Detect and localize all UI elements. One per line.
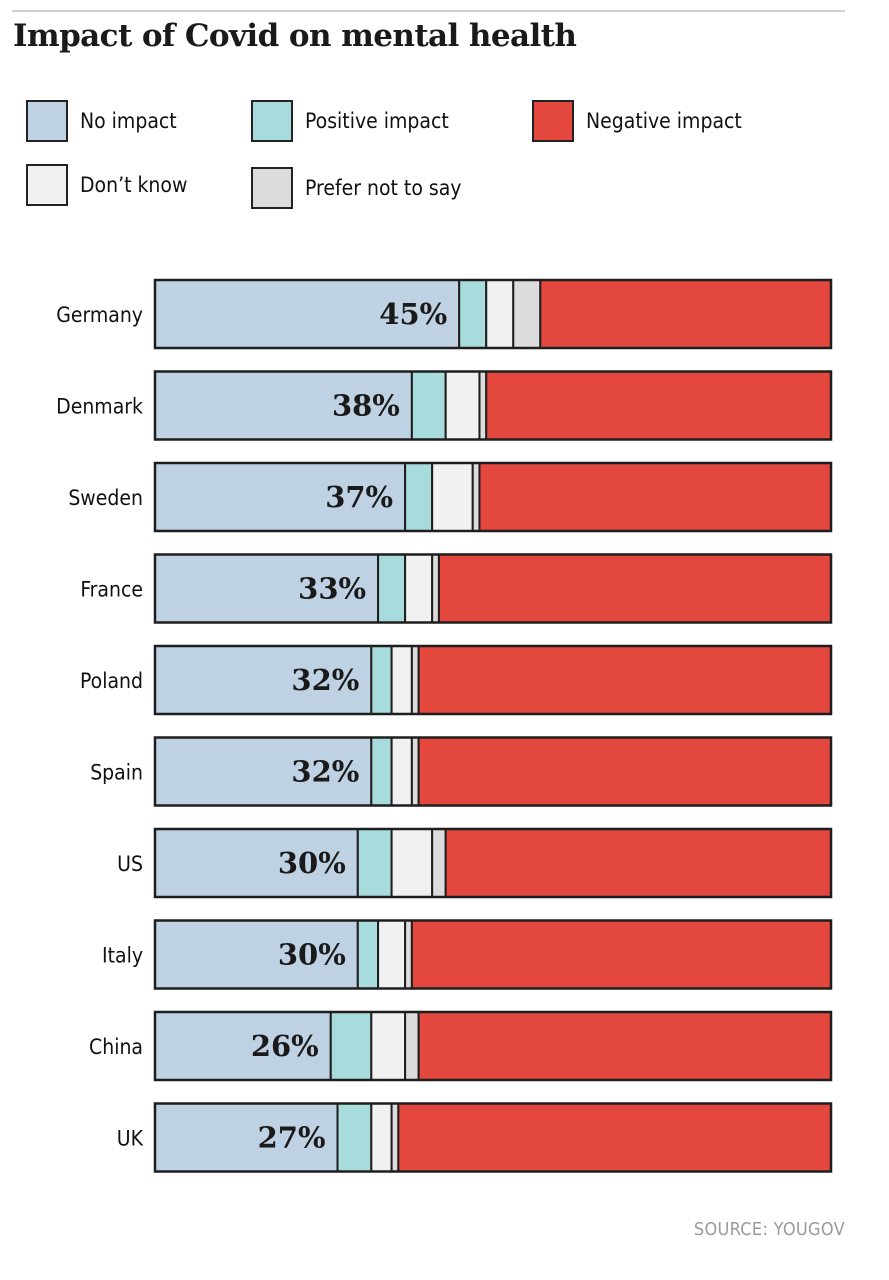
category-label-us: US — [117, 852, 143, 876]
bar-outline-italy — [153, 919, 833, 990]
bar-segment-sweden-no-impact — [154, 462, 407, 532]
bar-segment-spain-negative-impact — [417, 736, 832, 807]
category-label-denmark: Denmark — [56, 395, 143, 419]
category-label-poland: Poland — [80, 669, 143, 693]
bar-segment-france-positive-impact — [377, 553, 407, 624]
data-label-china: 26% — [251, 1029, 319, 1063]
category-label-sweden: Sweden — [68, 486, 143, 510]
source-note: SOURCE: YOUGOV — [693, 1219, 845, 1240]
bar-segment-uk-prefer-not-to-say — [390, 1102, 400, 1173]
bar-segment-italy-prefer-not-to-say — [404, 919, 413, 990]
chart-title: Impact of Covid on mental health — [13, 18, 577, 54]
bar-segment-china-don-t-know — [370, 1011, 407, 1081]
bar-segment-us-no-impact — [154, 828, 359, 898]
bar-segment-poland-no-impact — [154, 645, 373, 715]
bar-segment-spain-don-t-know — [390, 736, 413, 807]
bar-outline-us — [153, 827, 833, 899]
bar-segment-poland-prefer-not-to-say — [410, 645, 420, 715]
bar-segment-uk-positive-impact — [336, 1102, 373, 1173]
legend-item-positive-impact: Positive impact — [251, 100, 449, 142]
category-label-china: China — [89, 1035, 143, 1059]
legend-swatch-no-impact — [26, 100, 68, 142]
bar-segment-sweden-prefer-not-to-say — [471, 462, 481, 532]
bar-segment-italy-don-t-know — [377, 919, 407, 990]
bar-segment-us-prefer-not-to-say — [431, 828, 447, 898]
bar-segment-uk-don-t-know — [370, 1102, 393, 1173]
bar-segment-denmark-negative-impact — [485, 370, 832, 441]
bar-outline-china — [153, 1010, 833, 1082]
legend-item-no-impact: No impact — [26, 100, 177, 142]
data-label-sweden: 37% — [325, 480, 393, 514]
data-label-spain: 32% — [291, 755, 359, 789]
bar-segment-denmark-no-impact — [154, 370, 413, 441]
bar-segment-china-prefer-not-to-say — [404, 1011, 420, 1081]
legend-label-negative-impact: Negative impact — [586, 109, 742, 133]
bar-segment-germany-negative-impact — [539, 279, 832, 349]
bar-outline-uk — [153, 1102, 833, 1173]
bar-outline-spain — [153, 736, 833, 807]
data-label-germany: 45% — [379, 297, 447, 331]
legend-label-no-impact: No impact — [80, 109, 177, 133]
category-label-france: France — [80, 578, 143, 602]
bar-segment-denmark-positive-impact — [410, 370, 447, 441]
bar-outline-denmark — [153, 370, 833, 441]
bar-segment-sweden-negative-impact — [478, 462, 832, 532]
legend-item-negative-impact: Negative impact — [532, 100, 742, 142]
bar-segment-germany-positive-impact — [458, 279, 488, 349]
bar-segment-us-positive-impact — [356, 828, 393, 898]
legend-swatch-prefer-not-to-say — [251, 167, 293, 209]
bar-outline-germany — [153, 278, 833, 350]
bar-segment-france-negative-impact — [437, 553, 832, 624]
data-label-us: 30% — [278, 846, 346, 880]
legend-label-prefer-not-to-say: Prefer not to say — [305, 176, 462, 200]
data-label-italy: 30% — [278, 938, 346, 972]
top-rule — [12, 10, 845, 12]
bar-segment-poland-don-t-know — [390, 645, 413, 715]
legend-swatch-dont-know — [26, 164, 68, 206]
category-label-uk: UK — [117, 1127, 144, 1151]
legend-label-dont-know: Don’t know — [80, 173, 188, 197]
bar-segment-denmark-don-t-know — [444, 370, 481, 441]
data-label-uk: 27% — [258, 1121, 326, 1155]
bar-outline-france — [153, 553, 833, 624]
category-label-germany: Germany — [56, 303, 143, 327]
bar-segment-sweden-positive-impact — [404, 462, 434, 532]
bar-segment-italy-negative-impact — [410, 919, 832, 990]
category-label-italy: Italy — [102, 944, 143, 968]
bar-outline-sweden — [153, 461, 833, 533]
legend-item-dont-know: Don’t know — [26, 164, 187, 206]
legend-item-prefer-not-to-say: Prefer not to say — [251, 167, 461, 209]
bar-segment-poland-negative-impact — [417, 645, 832, 715]
legend-swatch-positive-impact — [251, 100, 293, 142]
bar-segment-uk-negative-impact — [397, 1102, 832, 1173]
legend-label-positive-impact: Positive impact — [305, 109, 449, 133]
bar-outline-poland — [153, 644, 833, 716]
data-label-denmark: 38% — [332, 389, 400, 423]
bar-segment-france-prefer-not-to-say — [431, 553, 440, 624]
bar-segment-spain-prefer-not-to-say — [410, 736, 420, 807]
data-label-poland: 32% — [291, 663, 359, 697]
data-label-france: 33% — [298, 572, 366, 606]
bar-segment-denmark-prefer-not-to-say — [478, 370, 488, 441]
bar-segment-germany-don-t-know — [485, 279, 515, 349]
bar-segment-poland-positive-impact — [370, 645, 393, 715]
bar-segment-sweden-don-t-know — [431, 462, 474, 532]
bar-segment-china-negative-impact — [417, 1011, 832, 1081]
bar-segment-china-positive-impact — [329, 1011, 373, 1081]
bar-segment-us-negative-impact — [444, 828, 832, 898]
bar-segment-germany-prefer-not-to-say — [512, 279, 542, 349]
bar-segment-germany-no-impact — [154, 279, 461, 349]
bar-segment-spain-positive-impact — [370, 736, 393, 807]
bar-segment-france-don-t-know — [404, 553, 434, 624]
bar-segment-us-don-t-know — [390, 828, 434, 898]
legend-swatch-negative-impact — [532, 100, 574, 142]
category-label-spain: Spain — [90, 761, 143, 785]
bar-segment-italy-positive-impact — [356, 919, 380, 990]
